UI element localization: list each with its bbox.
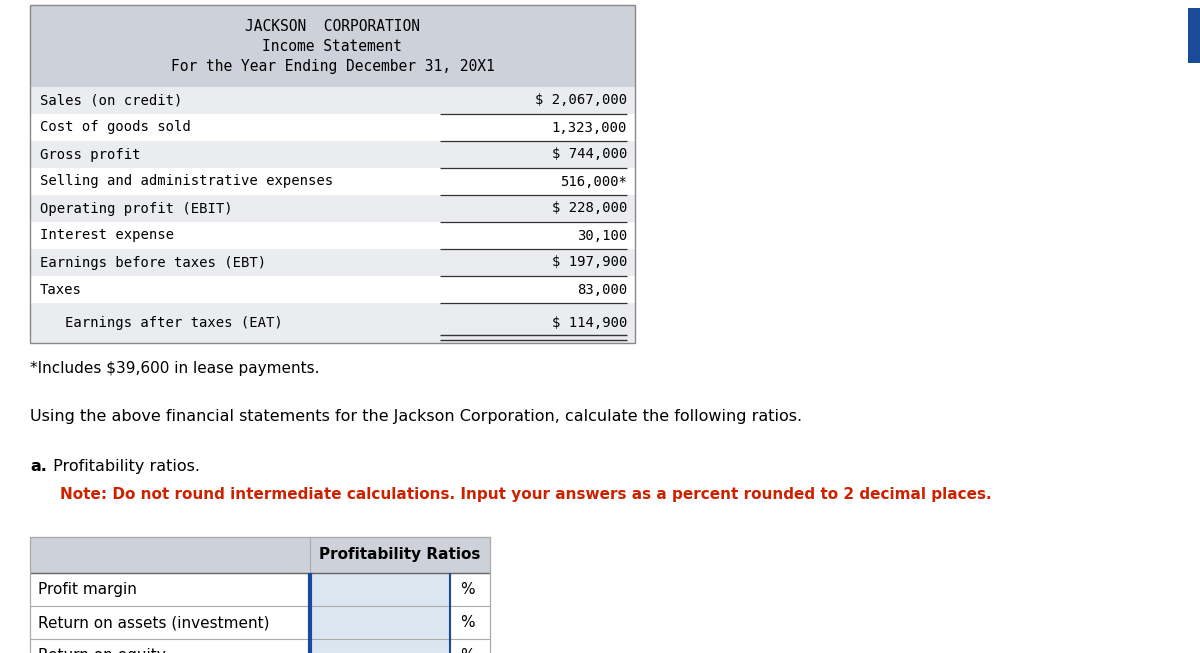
Text: %: % bbox=[460, 582, 475, 597]
Text: Selling and administrative expenses: Selling and administrative expenses bbox=[40, 174, 334, 189]
Bar bbox=[30, 573, 490, 606]
Text: %: % bbox=[460, 648, 475, 653]
Bar bbox=[310, 606, 450, 639]
Text: *Includes $39,600 in lease payments.: *Includes $39,600 in lease payments. bbox=[30, 361, 319, 376]
Text: For the Year Ending December 31, 20X1: For the Year Ending December 31, 20X1 bbox=[170, 59, 494, 74]
Text: 1,323,000: 1,323,000 bbox=[552, 121, 628, 135]
Text: Using the above financial statements for the Jackson Corporation, calculate the : Using the above financial statements for… bbox=[30, 409, 802, 424]
Bar bbox=[310, 639, 450, 653]
Text: a.: a. bbox=[30, 459, 47, 474]
Text: Income Statement: Income Statement bbox=[263, 39, 402, 54]
Text: $ 228,000: $ 228,000 bbox=[552, 202, 628, 215]
Text: 516,000*: 516,000* bbox=[560, 174, 628, 189]
Text: 83,000: 83,000 bbox=[577, 283, 628, 296]
Bar bbox=[30, 195, 635, 222]
Text: Sales (on credit): Sales (on credit) bbox=[40, 93, 182, 108]
Bar bbox=[30, 606, 490, 639]
Text: Earnings after taxes (EAT): Earnings after taxes (EAT) bbox=[65, 316, 283, 330]
Bar bbox=[30, 537, 490, 573]
Bar bbox=[30, 114, 635, 141]
Text: Note: Do not round intermediate calculations. Input your answers as a percent ro: Note: Do not round intermediate calculat… bbox=[60, 487, 991, 502]
Text: Profitability Ratios: Profitability Ratios bbox=[319, 547, 481, 562]
Bar bbox=[30, 303, 635, 343]
Bar bbox=[30, 639, 490, 653]
Text: Profitability ratios.: Profitability ratios. bbox=[48, 459, 200, 474]
Text: $ 197,900: $ 197,900 bbox=[552, 255, 628, 270]
Text: $ 744,000: $ 744,000 bbox=[552, 148, 628, 161]
Text: Gross profit: Gross profit bbox=[40, 148, 140, 161]
Bar bbox=[30, 249, 635, 276]
Text: %: % bbox=[460, 615, 475, 630]
Bar bbox=[30, 537, 490, 653]
Text: Cost of goods sold: Cost of goods sold bbox=[40, 121, 191, 135]
Text: Operating profit (EBIT): Operating profit (EBIT) bbox=[40, 202, 233, 215]
Text: Interest expense: Interest expense bbox=[40, 229, 174, 242]
Bar bbox=[30, 168, 635, 195]
Text: Taxes: Taxes bbox=[40, 283, 82, 296]
Text: Return on equity: Return on equity bbox=[38, 648, 166, 653]
Bar bbox=[30, 5, 635, 87]
Text: 30,100: 30,100 bbox=[577, 229, 628, 242]
Bar bbox=[30, 276, 635, 303]
Text: JACKSON  CORPORATION: JACKSON CORPORATION bbox=[245, 19, 420, 34]
Text: Earnings before taxes (EBT): Earnings before taxes (EBT) bbox=[40, 255, 266, 270]
Bar bbox=[310, 573, 450, 606]
Text: $ 2,067,000: $ 2,067,000 bbox=[535, 93, 628, 108]
Text: Return on assets (investment): Return on assets (investment) bbox=[38, 615, 270, 630]
Text: $ 114,900: $ 114,900 bbox=[552, 316, 628, 330]
Bar bbox=[30, 141, 635, 168]
Bar bbox=[30, 537, 490, 653]
Bar bbox=[30, 222, 635, 249]
Bar bbox=[30, 5, 635, 343]
Bar bbox=[30, 87, 635, 114]
Text: Profit margin: Profit margin bbox=[38, 582, 137, 597]
Bar bbox=[1188, 8, 1200, 63]
